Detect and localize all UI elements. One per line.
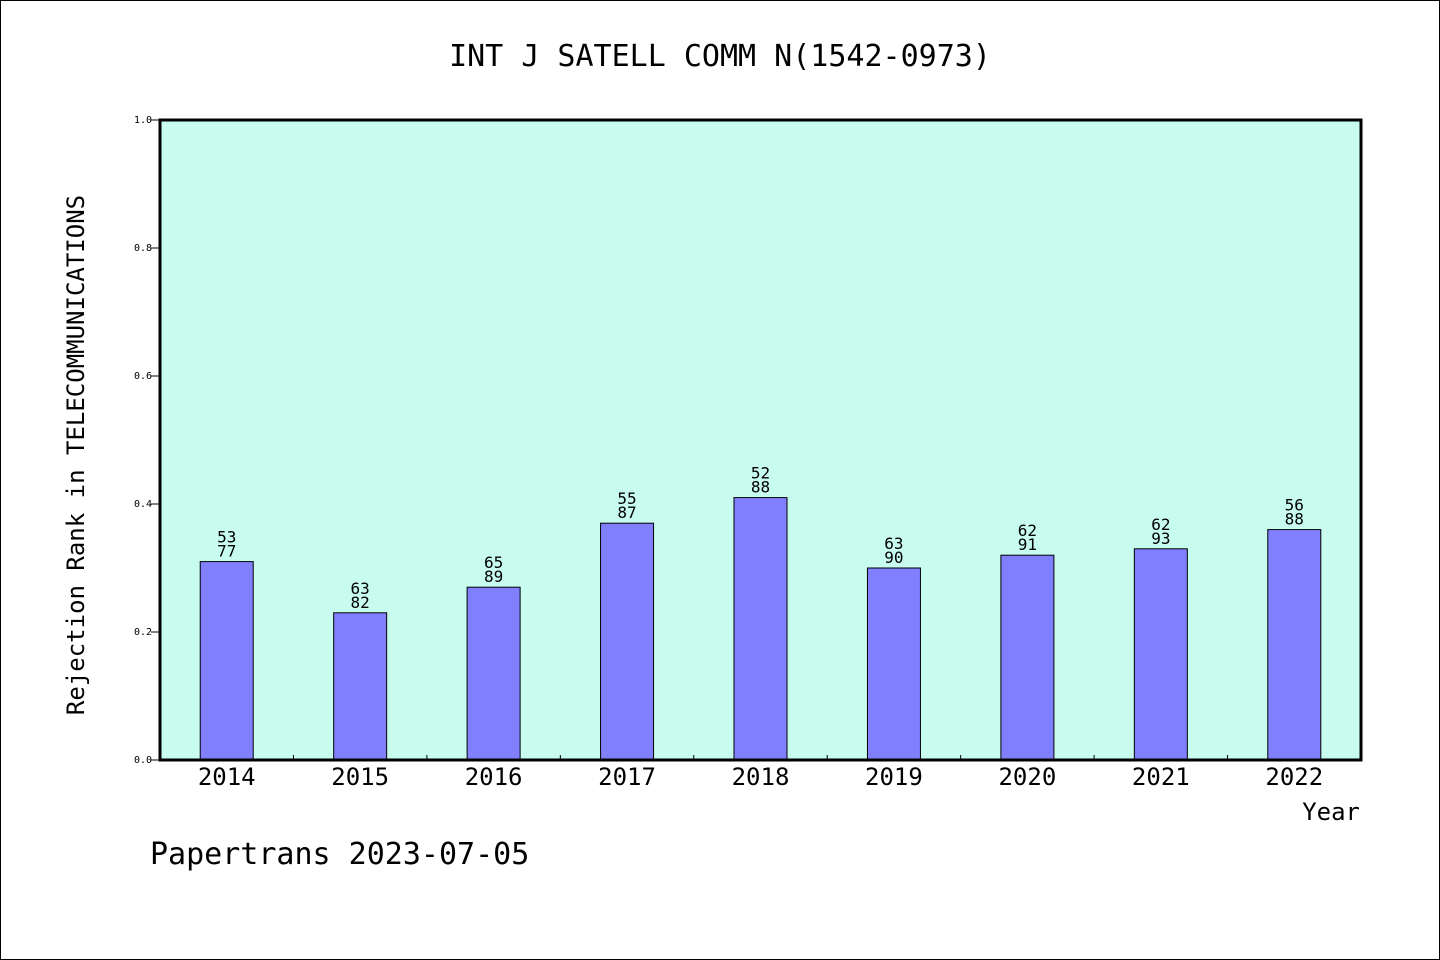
bar-label-top: 56: [1285, 496, 1304, 515]
bar-label-top: 55: [617, 489, 636, 508]
bar-label-bottom: 87: [617, 503, 636, 522]
bar-label-bottom: 88: [1285, 510, 1304, 529]
y-tick-label: 1.0: [134, 115, 152, 126]
bar: [466, 586, 521, 761]
x-tick-label: 2021: [1132, 763, 1190, 791]
bar-label-top: 63: [884, 534, 903, 553]
x-tick-label: 2022: [1265, 763, 1323, 791]
bar-label-bottom: 90: [884, 548, 903, 567]
x-tick-label: 2016: [465, 763, 523, 791]
bar: [199, 561, 254, 761]
bar-label-top: 65: [484, 553, 503, 572]
bar: [866, 567, 921, 761]
x-tick-label: 2020: [998, 763, 1056, 791]
y-tick-label: 0.2: [134, 627, 152, 638]
bar: [1000, 554, 1055, 761]
y-tick-label: 0.4: [134, 499, 152, 510]
x-tick-label: 2014: [198, 763, 256, 791]
bar: [333, 612, 388, 761]
bar-label-bottom: 93: [1151, 529, 1170, 548]
bar-label-bottom: 88: [751, 478, 770, 497]
y-tick-label: 0.0: [134, 755, 152, 766]
bar: [1133, 548, 1188, 761]
bar-series: [199, 497, 1322, 761]
plot-border: [158, 118, 1363, 762]
y-tick-label: 0.6: [134, 371, 152, 382]
bar: [733, 497, 788, 761]
y-axis-title: Rejection Rank in TELECOMMUNICATIONS: [62, 195, 90, 715]
y-axis: 0.0 0.2 0.4 0.6 0.8 1.0: [134, 115, 160, 766]
bar: [600, 522, 655, 761]
footer-credit: Papertrans 2023-07-05: [150, 837, 529, 872]
bar: [1267, 529, 1322, 761]
x-tick-label: 2017: [598, 763, 656, 791]
x-tick-label: 2015: [331, 763, 389, 791]
bar-label-top: 62: [1018, 521, 1037, 540]
y-tick-label: 0.8: [134, 243, 152, 254]
x-axis-title: Year: [1302, 798, 1360, 826]
bar-label-bottom: 89: [484, 567, 503, 586]
bar-label-top: 62: [1151, 515, 1170, 534]
bar-label-bottom: 91: [1018, 535, 1037, 554]
x-tick-label: 2019: [865, 763, 923, 791]
bar-label-bottom: 77: [217, 542, 236, 561]
bar-label-top: 63: [351, 579, 370, 598]
bar-label-top: 53: [217, 528, 236, 547]
x-tick-label: 2018: [732, 763, 790, 791]
x-tick-labels: 2014 2015 2016 2017 2018 2019 2020 2021 2022: [198, 763, 1323, 791]
bar-label-top: 52: [751, 464, 770, 483]
chart-title: INT J SATELL COMM N(1542-0973): [449, 39, 991, 74]
bar-label-bottom: 82: [351, 593, 370, 612]
